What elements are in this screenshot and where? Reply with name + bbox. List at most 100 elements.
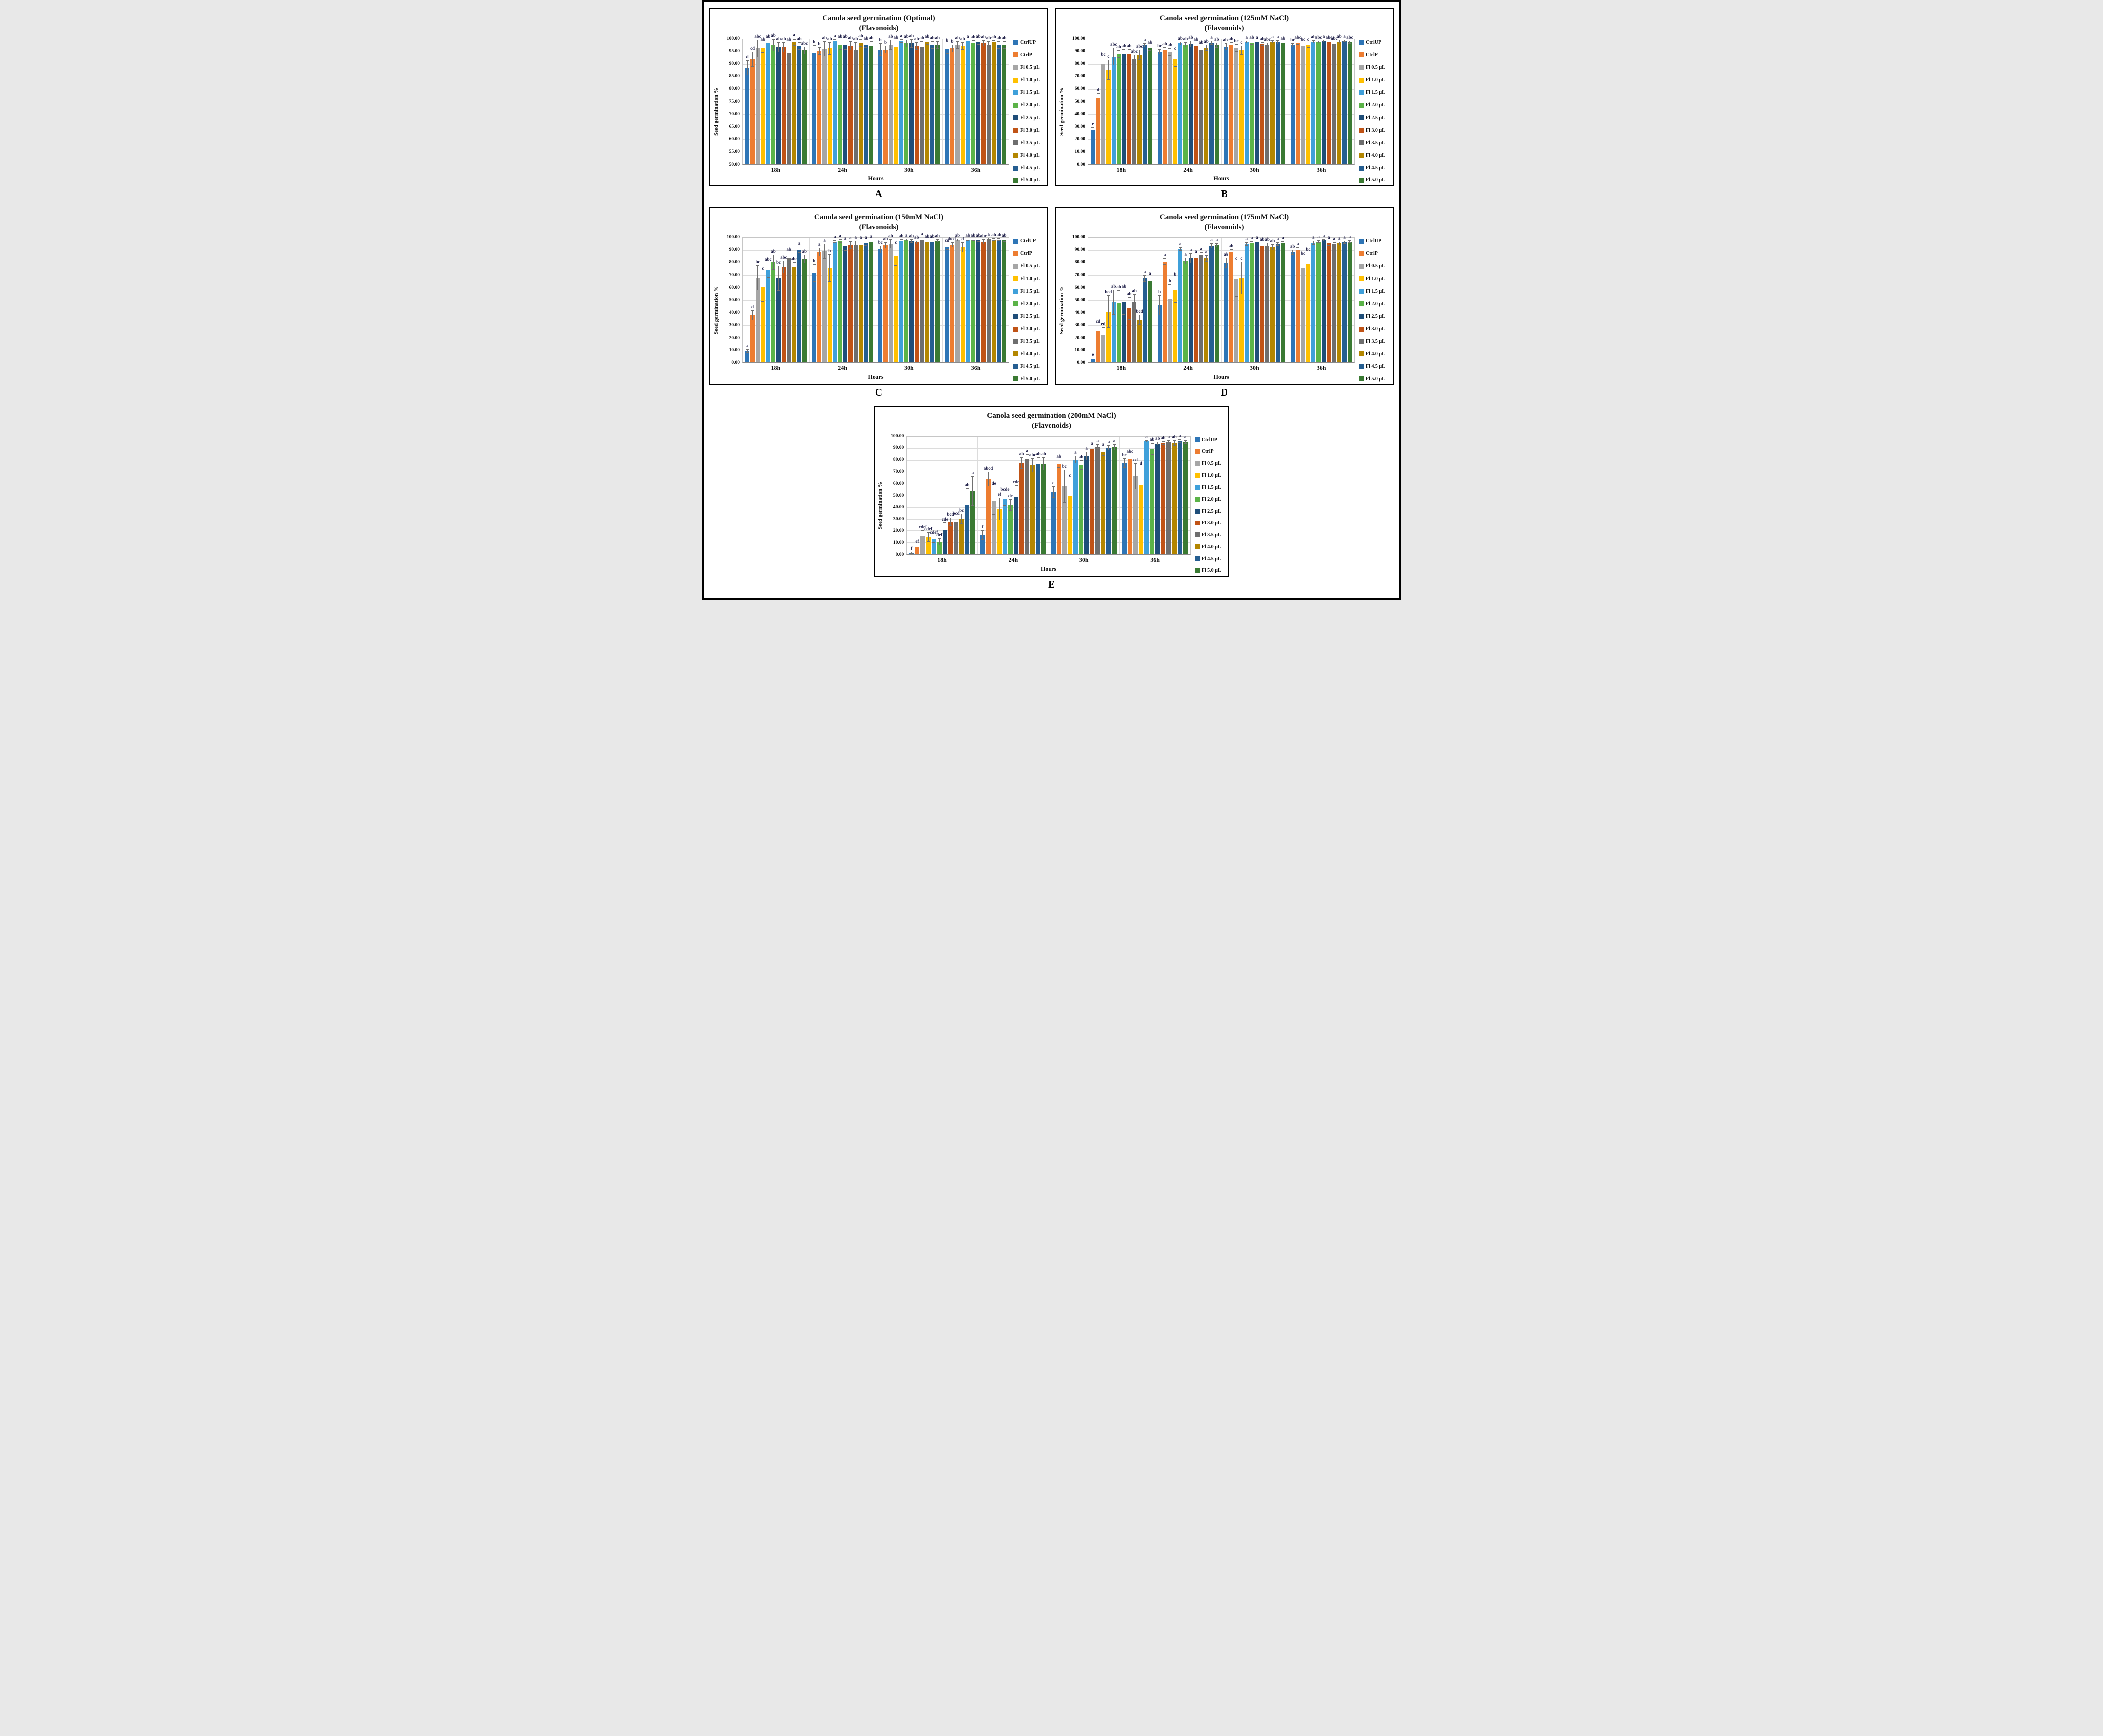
significance-letter: a xyxy=(1322,233,1325,238)
legend-swatch-icon xyxy=(1359,128,1364,133)
error-bar xyxy=(1185,440,1186,444)
bar-fl-3.0-µl xyxy=(1194,46,1198,164)
y-tick-label: 90.00 xyxy=(729,247,740,253)
bar-fl-1.5-µl xyxy=(1111,302,1116,362)
legend-item: Fl 1.5 µL xyxy=(1359,289,1390,294)
legend-item: CtrlP xyxy=(1194,449,1226,454)
error-bar xyxy=(972,476,973,506)
legend-label: Fl 3.5 µL xyxy=(1201,532,1221,538)
bar-slot: ab xyxy=(822,35,827,164)
bar-slot: c xyxy=(1106,39,1111,164)
bar-fl-0.5-µl xyxy=(755,48,760,164)
bar-slot: ab xyxy=(991,233,996,362)
bar-fl-4.5-µl xyxy=(797,249,802,362)
bar-ctrlup xyxy=(1157,305,1162,362)
chart-title: Canola seed germination (Optimal) (Flavon… xyxy=(713,13,1044,34)
bar-fl-1.0-µl xyxy=(1067,495,1072,554)
bar-slot: bc xyxy=(776,238,781,362)
legend-item: Fl 3.0 µL xyxy=(1013,128,1044,133)
legend-label: Fl 4.0 µL xyxy=(1020,153,1040,159)
significance-letter: a xyxy=(966,33,969,39)
significance-letter: ab xyxy=(802,248,807,254)
bar-fl-2.5-µl xyxy=(1155,443,1160,554)
error-bar xyxy=(747,60,748,75)
legend-item: Fl 4.0 µL xyxy=(1194,544,1226,550)
legend-label: Fl 3.0 µL xyxy=(1366,127,1385,133)
significance-letter: a xyxy=(1113,438,1116,443)
significance-letter: bc xyxy=(1157,43,1162,48)
legend-swatch-icon xyxy=(1359,238,1364,244)
bar-ctrlup xyxy=(1091,130,1095,164)
significance-letter: bcd xyxy=(952,510,960,516)
bar-fl-1.0-µl xyxy=(1239,278,1244,362)
legend-item: CtrlP xyxy=(1359,251,1390,256)
bar-fl-2.5-µl xyxy=(776,47,781,164)
error-bar xyxy=(1277,242,1278,246)
legend-swatch-icon xyxy=(1013,339,1018,344)
significance-letter: a xyxy=(1296,241,1299,246)
x-category-18h: 18h xyxy=(1116,364,1126,371)
significance-letter: a xyxy=(833,33,836,38)
y-tick-label: 0.00 xyxy=(1077,162,1085,167)
legend-swatch-icon xyxy=(1359,364,1364,369)
significance-letter: cdef xyxy=(919,524,927,530)
legend-swatch-icon xyxy=(1359,102,1364,108)
significance-letter: b xyxy=(1158,289,1161,294)
error-bar xyxy=(829,42,830,55)
significance-letter: bc xyxy=(1306,247,1311,252)
y-tick-label: 100.00 xyxy=(1072,36,1085,41)
legend-swatch-icon xyxy=(1359,263,1364,269)
bar-fl-4.0-µl xyxy=(858,43,863,164)
y-tick-label: 10.00 xyxy=(1074,347,1085,353)
legend-swatch-icon xyxy=(1359,251,1364,256)
legend-item: Fl 1.5 µL xyxy=(1013,90,1044,95)
significance-letter: a xyxy=(865,234,867,240)
significance-letter: abc xyxy=(1110,42,1117,47)
significance-letter: ab xyxy=(965,232,970,238)
legend-label: Fl 4.0 µL xyxy=(1366,351,1385,357)
legend-item: Fl 2.0 µL xyxy=(1359,102,1390,108)
significance-letter: ab xyxy=(848,35,853,40)
significance-letter: ab xyxy=(965,482,970,488)
y-tick-label: 90.00 xyxy=(893,445,904,451)
bar-slot: ab xyxy=(965,437,970,554)
significance-letter: a xyxy=(1179,241,1182,246)
plot-column: 100.00 90.00 80.00 70.00 60.00 50.00 40.00 30.0… xyxy=(885,434,1191,575)
legend-label: CtrlUP xyxy=(1201,437,1217,443)
bar-fl-5.0-µl xyxy=(1148,48,1152,164)
bar-slot: a xyxy=(792,33,796,164)
bar-slot: ab xyxy=(1116,238,1121,362)
bar-fl-4.0-µl xyxy=(1204,48,1209,164)
legend-item: Fl 3.5 µL xyxy=(1359,140,1390,146)
bar-fl-0.5-µl xyxy=(920,535,925,554)
significance-letter: a xyxy=(1338,235,1341,241)
significance-letter: abc xyxy=(1136,43,1143,49)
bar-slot: c xyxy=(761,238,765,362)
legend-swatch-icon xyxy=(1194,461,1200,466)
significance-letter: ab xyxy=(1132,288,1137,293)
error-bar xyxy=(1241,261,1242,294)
significance-letter: c xyxy=(895,239,897,245)
error-bar xyxy=(1159,49,1160,54)
category-group-36h: b b ab ab a ab ab ab ab ab ab ab xyxy=(943,34,1009,164)
bar-slot: ab xyxy=(935,234,940,362)
error-bar xyxy=(906,39,907,47)
bar-slot: abc xyxy=(1315,35,1322,164)
bar-ctrlp xyxy=(750,315,755,362)
legend-label: CtrlP xyxy=(1020,52,1032,58)
y-tick-label: 70.00 xyxy=(1074,272,1085,278)
bar-fl-1.5-µl xyxy=(1073,459,1078,554)
bar-fl-3.5-µl xyxy=(1332,244,1336,362)
bar-slot: b xyxy=(812,238,816,362)
bar-fl-4.0-µl xyxy=(991,239,996,362)
legend-label: Fl 0.5 µL xyxy=(1020,64,1040,70)
x-axis-title: Hours xyxy=(868,373,884,380)
legend: CtrlUP CtrlP Fl 0.5 µL Fl 1.0 µL Fl 1.5 µL Fl… xyxy=(1009,39,1044,184)
error-bar xyxy=(1349,41,1350,44)
bar-slot: def xyxy=(936,437,942,554)
significance-letter: a xyxy=(849,235,852,241)
bars-30h: c ab bc c a ab a a a a a a xyxy=(1051,437,1117,554)
bar-slot: ab xyxy=(761,37,765,164)
legend-label: Fl 1.0 µL xyxy=(1201,473,1221,479)
